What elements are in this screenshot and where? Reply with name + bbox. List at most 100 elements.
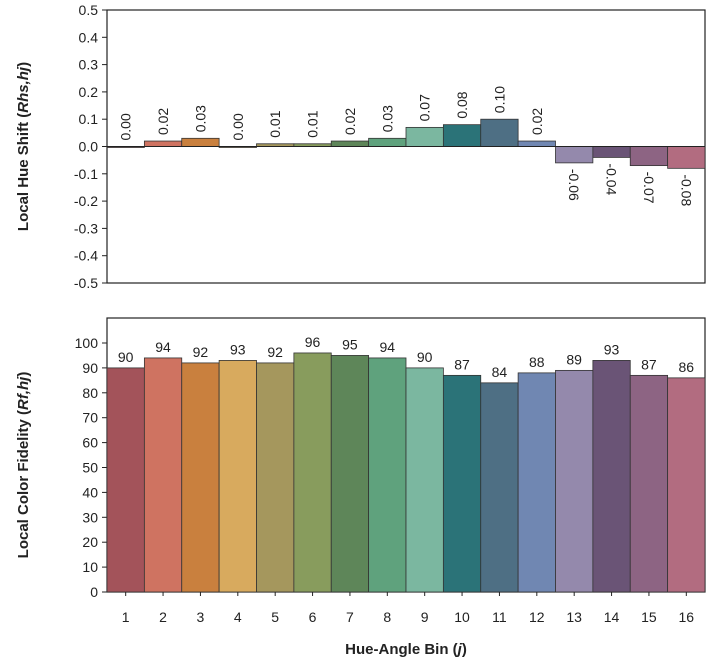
hue-shift-bar	[368, 137, 407, 147]
color-fidelity-bar	[405, 367, 444, 593]
color-fidelity-bar	[667, 377, 706, 593]
hue-shift-data-label: 0.08	[454, 91, 470, 118]
color-fidelity-x-tick-label: 4	[234, 609, 242, 625]
color-fidelity-data-label: 92	[193, 344, 209, 360]
hue-shift-data-label: -0.04	[604, 163, 620, 195]
color-fidelity-data-label: 96	[305, 334, 321, 350]
color-fidelity-y-tick-label: 80	[82, 385, 98, 401]
color-fidelity-bar	[330, 355, 370, 593]
color-fidelity-data-label: 86	[679, 359, 695, 375]
color-fidelity-y-tick-label: 20	[82, 534, 98, 550]
color-fidelity-bar	[592, 360, 631, 593]
color-fidelity-bar	[368, 357, 407, 593]
hue-shift-data-label: 0.03	[379, 105, 395, 132]
color-fidelity-y-tick-label: 0	[90, 584, 98, 600]
color-fidelity-x-axis-symbol: j	[456, 641, 463, 658]
color-fidelity-bar	[480, 382, 519, 593]
color-fidelity-bar	[293, 352, 332, 593]
color-fidelity-bar	[629, 374, 669, 593]
color-fidelity-data-label: 87	[641, 356, 657, 372]
hue-shift-y-tick-label: 0.0	[79, 139, 99, 155]
color-fidelity-x-tick-label: 2	[159, 609, 167, 625]
hue-shift-data-label: 0.02	[529, 108, 545, 135]
color-fidelity-data-label: 89	[566, 351, 582, 367]
color-fidelity-data-label: 94	[380, 339, 396, 355]
color-fidelity-bar	[218, 360, 257, 593]
color-fidelity-x-tick-label: 1	[122, 609, 130, 625]
color-fidelity-data-label: 87	[454, 356, 470, 372]
color-fidelity-x-tick-label: 5	[271, 609, 279, 625]
color-fidelity-data-label: 95	[342, 336, 358, 352]
hue-shift-y-tick-label: 0.2	[79, 84, 99, 100]
hue-shift-data-label: 0.00	[118, 113, 134, 140]
color-fidelity-y-tick-label: 100	[75, 335, 99, 351]
color-fidelity-data-label: 93	[604, 341, 620, 357]
color-fidelity-y-tick-label: 40	[82, 484, 98, 500]
hue-shift-data-label: -0.07	[641, 172, 657, 204]
color-fidelity-bar	[442, 374, 482, 593]
hue-shift-y-tick-label: 0.5	[79, 2, 99, 18]
color-fidelity-bar	[181, 362, 220, 593]
hue-shift-bar	[143, 140, 183, 147]
color-fidelity-x-tick-label: 16	[679, 609, 695, 625]
color-fidelity-x-tick-label: 7	[346, 609, 354, 625]
hue-shift-bar	[592, 146, 631, 158]
hue-shift-data-label: 0.10	[491, 86, 507, 113]
color-fidelity-data-label: 88	[529, 354, 545, 370]
color-fidelity-y-axis-title: Local Color Fidelity (Rf,hj)	[15, 372, 32, 559]
color-fidelity-x-tick-label: 13	[566, 609, 582, 625]
hue-shift-bar	[480, 118, 519, 147]
hue-shift-y-tick-label: 0.3	[79, 57, 99, 73]
color-fidelity-x-tick-label: 12	[529, 609, 545, 625]
color-fidelity-data-label: 90	[118, 349, 134, 365]
hue-shift-y-tick-label: -0.3	[74, 220, 98, 236]
color-fidelity-data-label: 92	[267, 344, 283, 360]
color-fidelity-data-label: 93	[230, 341, 246, 357]
color-fidelity-y-tick-label: 50	[82, 460, 98, 476]
hue-shift-chart: 0.5 0.4 0.3 0.2 0.1 0.0 -0.1 -0.2 -0.3 -0.4 -0.5 0.…	[15, 2, 706, 291]
hue-shift-data-label: 0.03	[192, 105, 208, 132]
hue-shift-bar	[517, 140, 556, 147]
color-fidelity-x-tick-label: 3	[197, 609, 205, 625]
hue-shift-bar	[629, 146, 669, 167]
hue-shift-data-label: 0.00	[230, 113, 246, 140]
hue-shift-bar	[405, 126, 444, 147]
color-fidelity-x-tick-label: 8	[383, 609, 391, 625]
color-fidelity-bar	[256, 362, 295, 593]
hue-shift-y-axis-symbol: Rhs,hj	[15, 66, 32, 113]
hue-shift-y-tick-label: -0.5	[74, 275, 98, 291]
color-fidelity-y-tick-label: 70	[82, 410, 98, 426]
color-fidelity-x-tick-label: 15	[641, 609, 657, 625]
color-fidelity-x-axis-title: Hue-Angle Bin (j)	[345, 641, 467, 658]
hue-shift-data-label: 0.02	[342, 108, 358, 135]
hue-shift-data-label: 0.02	[155, 108, 171, 135]
color-fidelity-y-tick-label: 90	[82, 360, 98, 376]
hue-shift-y-axis-title: Local Hue Shift (Rhs,hj)	[15, 62, 32, 231]
hue-shift-data-label: -0.06	[566, 169, 582, 201]
color-fidelity-x-tick-label: 11	[492, 609, 507, 625]
hue-shift-bar	[555, 146, 594, 164]
color-fidelity-y-axis-symbol: Rf,hj	[15, 376, 32, 410]
color-fidelity-bar	[143, 357, 183, 593]
hue-shift-y-tick-label: -0.2	[74, 193, 98, 209]
color-fidelity-bar	[555, 369, 594, 593]
color-fidelity-data-label: 94	[155, 339, 171, 355]
color-fidelity-x-tick-label: 6	[309, 609, 317, 625]
color-fidelity-x-tick-label: 14	[604, 609, 620, 625]
hue-shift-bar	[442, 124, 482, 147]
color-fidelity-y-tick-label: 30	[82, 509, 98, 525]
hue-shift-data-label: -0.08	[678, 174, 694, 206]
hue-shift-y-tick-label: -0.4	[74, 248, 98, 264]
hue-shift-data-label: 0.01	[267, 110, 283, 137]
color-fidelity-bar	[517, 372, 556, 593]
color-fidelity-y-tick-label: 60	[82, 435, 98, 451]
hue-shift-y-tick-label: 0.4	[79, 29, 99, 45]
color-fidelity-data-label: 90	[417, 349, 433, 365]
hue-shift-bar	[667, 146, 706, 169]
hue-shift-data-label: 0.07	[417, 94, 433, 121]
color-fidelity-bar	[106, 367, 145, 593]
hue-shift-bar	[330, 140, 370, 147]
